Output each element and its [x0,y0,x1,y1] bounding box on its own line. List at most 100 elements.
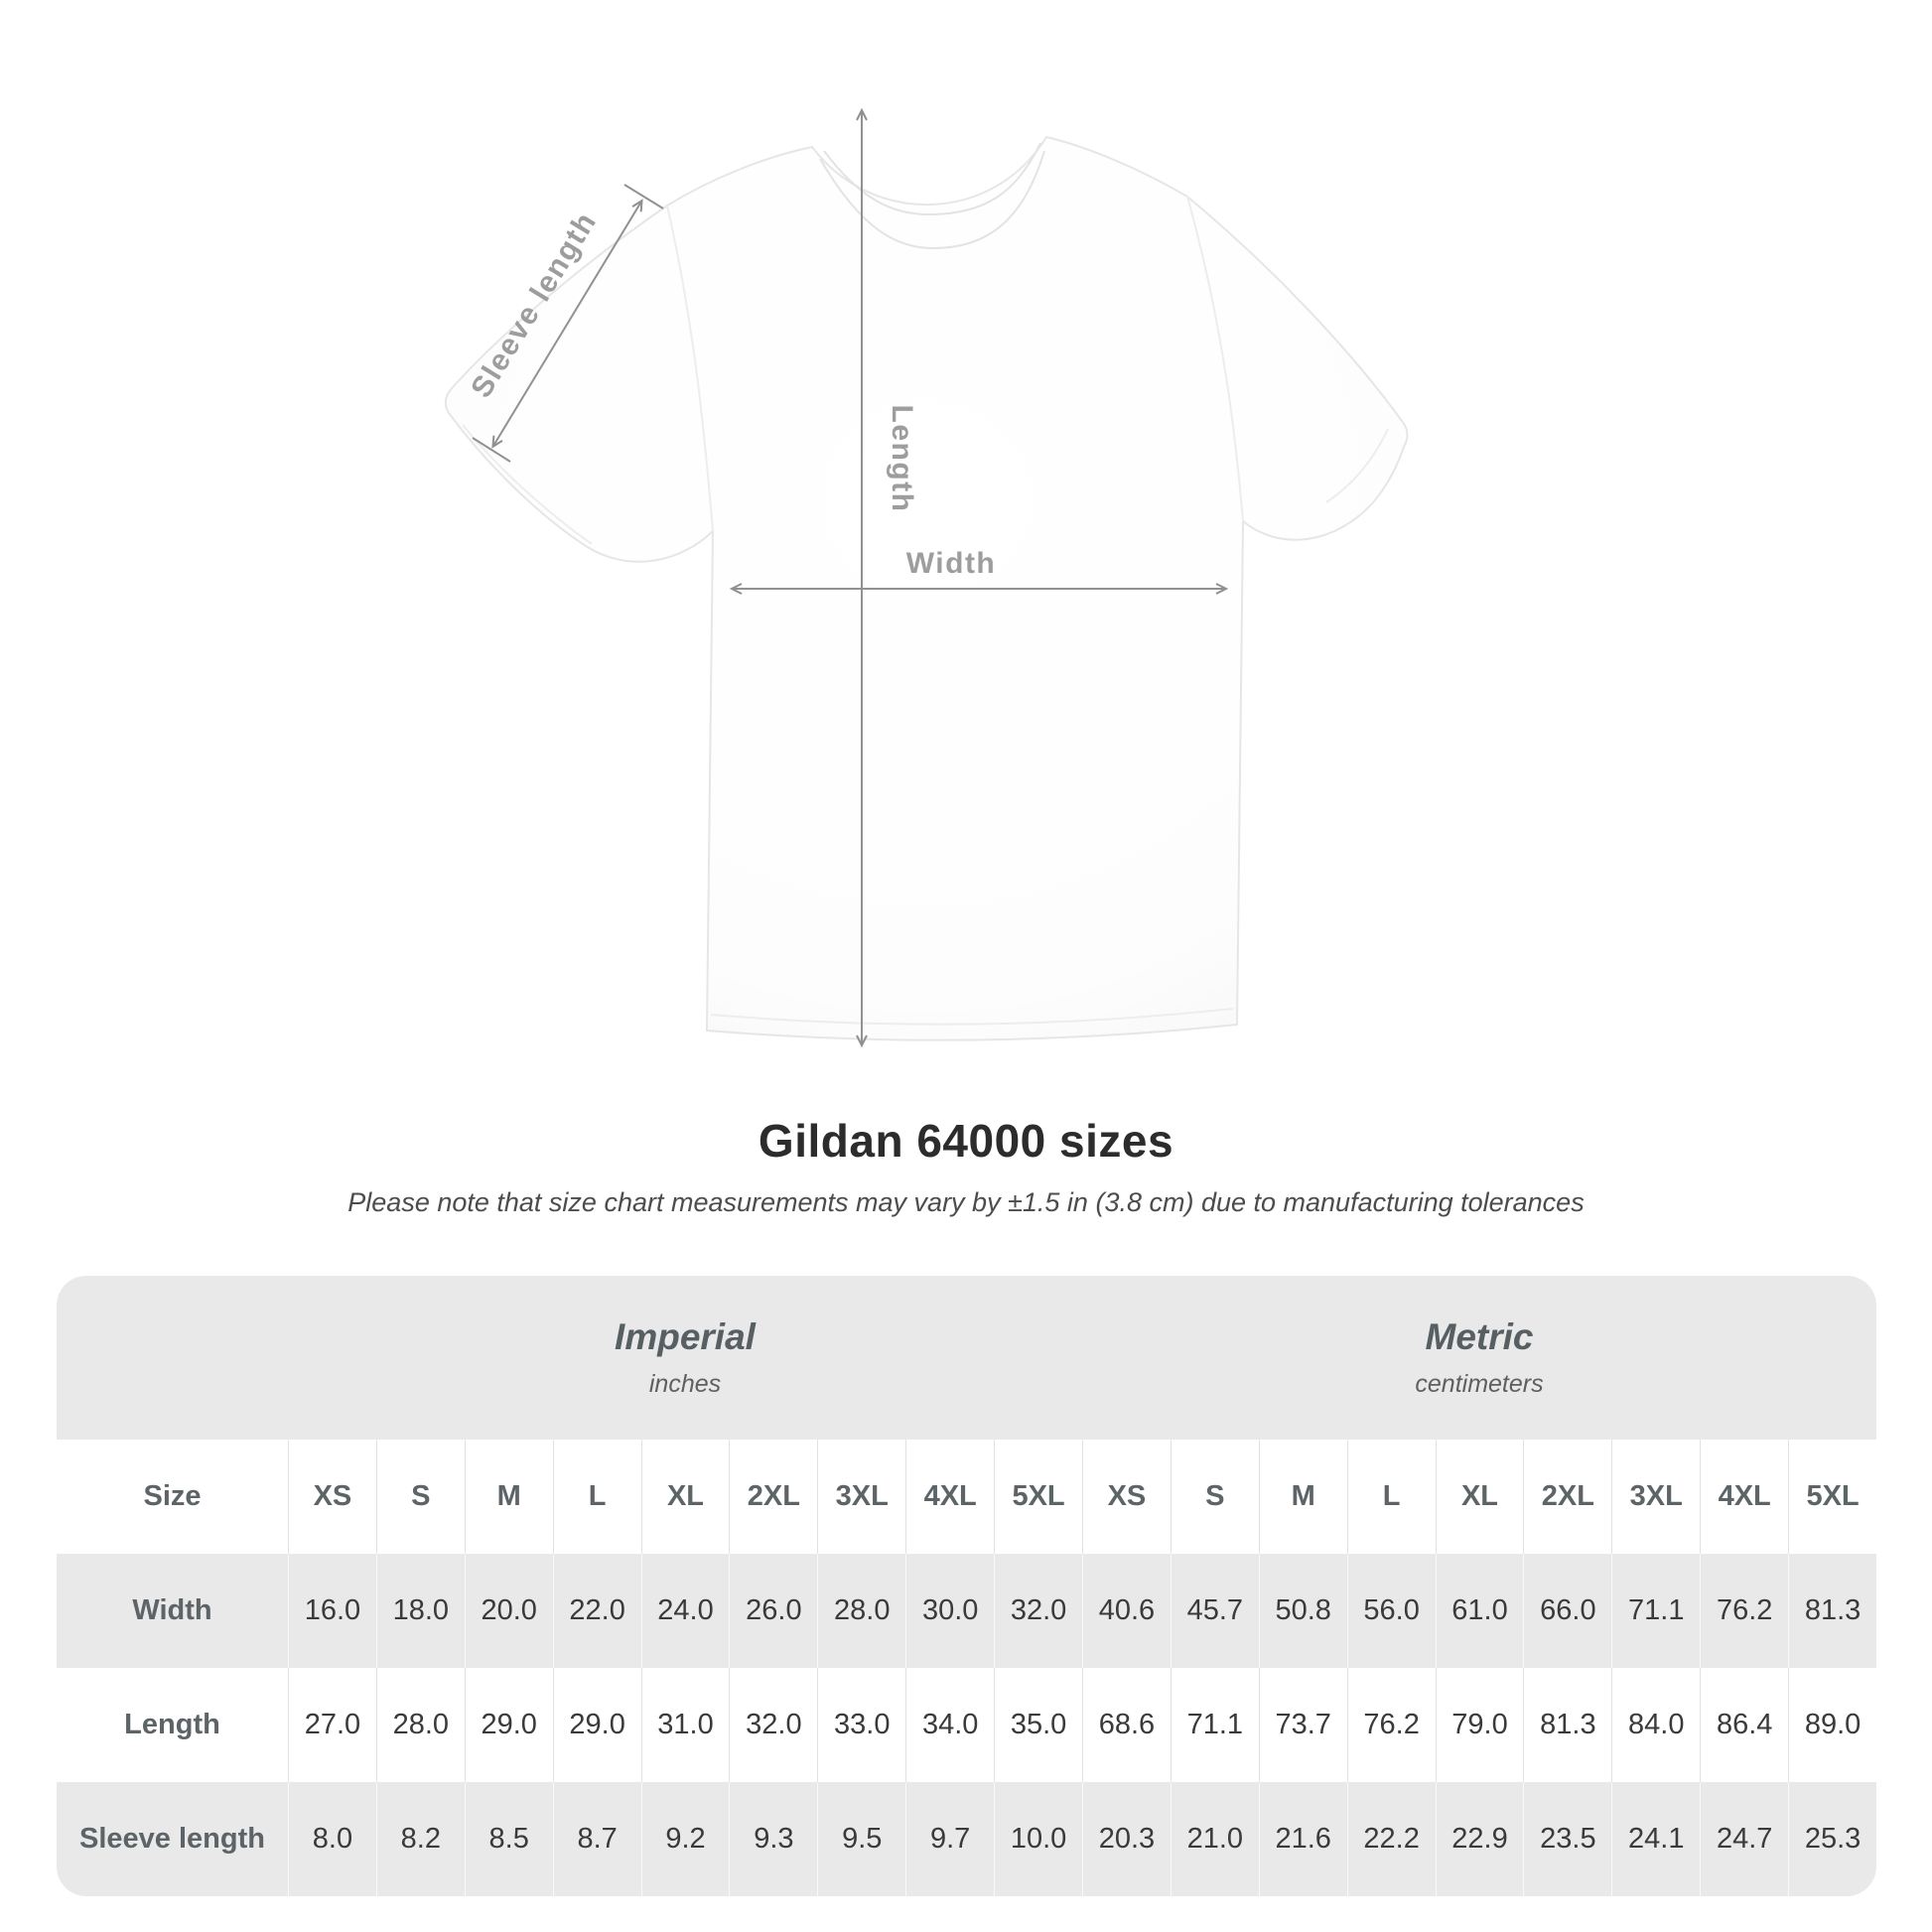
row-label: Width [132,1594,212,1626]
size-col-header: 5XL [994,1440,1082,1554]
table-cell: 24.1 [1611,1782,1700,1896]
table-cell: 8.5 [464,1782,553,1896]
table-cell: 21.0 [1170,1782,1259,1896]
table-cell: 21.6 [1258,1782,1347,1896]
size-col-header: XL [1435,1440,1524,1554]
size-col-header: 4XL [905,1440,994,1554]
table-cell: 71.1 [1170,1668,1259,1782]
size-col-header: 3XL [817,1440,905,1554]
table-cell: 9.3 [729,1782,817,1896]
table-cell: 50.8 [1258,1554,1347,1668]
heading-block: Gildan 64000 sizes Please note that size… [0,1114,1932,1218]
size-col-header: S [375,1440,465,1554]
table-cell: 45.7 [1170,1554,1259,1668]
table-cell: 32.0 [729,1668,817,1782]
tshirt-diagram: Sleeve length Length Width [444,107,1409,1048]
table-cell: 86.4 [1700,1668,1788,1782]
hem-stitch [710,1008,1234,1026]
table-cell: 20.3 [1081,1782,1171,1896]
table-cell: 27.0 [288,1668,376,1782]
table-cell: 28.0 [817,1554,905,1668]
table-cell: 30.0 [905,1554,994,1668]
metric-header: Metric centimeters [1082,1276,1876,1440]
table-cell: 61.0 [1435,1554,1524,1668]
table-cell: 89.0 [1788,1668,1876,1782]
table-cell: 22.0 [552,1554,641,1668]
table-cell: 76.2 [1346,1668,1436,1782]
metric-sub-label: centimeters [1415,1370,1544,1398]
table-cell: 71.1 [1611,1554,1700,1668]
table-cell: 66.0 [1523,1554,1611,1668]
table-cell: 8.0 [288,1782,376,1896]
table-row-length: Length 27.0 28.0 29.0 29.0 31.0 32.0 33.… [57,1668,1876,1782]
table-cell: 8.7 [552,1782,641,1896]
imperial-sub-label: inches [648,1370,722,1398]
sleeve-length-tick-bottom [472,437,511,463]
table-cell: 68.6 [1081,1668,1171,1782]
size-col-header: 2XL [729,1440,817,1554]
imperial-header: Imperial inches [288,1276,1082,1440]
sleeve-length-tick-top [623,184,664,209]
table-cell: 9.2 [640,1782,730,1896]
table-cell: 35.0 [994,1668,1082,1782]
table-cell: 20.0 [464,1554,553,1668]
table-cell: 33.0 [817,1668,905,1782]
table-cell: 73.7 [1258,1668,1347,1782]
size-col-header: S [1170,1440,1259,1554]
left-sleeve-seam [666,205,714,532]
page-title: Gildan 64000 sizes [758,1115,1174,1167]
table-cell: 16.0 [288,1554,376,1668]
table-cell: 24.0 [640,1554,730,1668]
unit-header-band: Imperial inches Metric centimeters [57,1276,1876,1440]
table-cell: 10.0 [994,1782,1082,1896]
table-cell: 56.0 [1346,1554,1436,1668]
table-cell: 25.3 [1788,1782,1876,1896]
table-cell: 9.7 [905,1782,994,1896]
table-cell: 34.0 [905,1668,994,1782]
size-header-row: Size XS S M L XL 2XL 3XL 4XL 5XL XS S M … [57,1440,1876,1554]
table-cell: 24.7 [1700,1782,1788,1896]
size-col-header: XS [288,1440,376,1554]
size-col-header: L [552,1440,641,1554]
row-label: Length [124,1709,220,1740]
table-cell: 32.0 [994,1554,1082,1668]
size-col-header: 4XL [1700,1440,1788,1554]
size-col-header: L [1346,1440,1436,1554]
table-cell: 26.0 [729,1554,817,1668]
row-label: Sleeve length [79,1823,265,1855]
tolerance-note: Please note that size chart measurements… [347,1187,1585,1217]
table-cell: 40.6 [1081,1554,1171,1668]
table-cell: 22.9 [1435,1782,1524,1896]
size-col-header: 3XL [1611,1440,1700,1554]
size-col-header: M [464,1440,553,1554]
right-sleeve-seam [1186,196,1244,522]
size-corner-label: Size [143,1480,202,1512]
table-row-sleeve-length: Sleeve length 8.0 8.2 8.5 8.7 9.2 9.3 9.… [57,1782,1876,1896]
table-cell: 81.3 [1788,1554,1876,1668]
table-cell: 76.2 [1700,1554,1788,1668]
table-cell: 79.0 [1435,1668,1524,1782]
size-col-header: 2XL [1523,1440,1611,1554]
table-cell: 28.0 [375,1668,465,1782]
length-label: Length [886,405,918,513]
metric-label: Metric [1425,1316,1534,1357]
table-cell: 23.5 [1523,1782,1611,1896]
sleeve-length-arrow [491,199,643,449]
size-col-header: XL [640,1440,730,1554]
table-cell: 84.0 [1611,1668,1700,1782]
size-col-header: 5XL [1788,1440,1876,1554]
imperial-label: Imperial [615,1316,756,1357]
table-cell: 29.0 [464,1668,553,1782]
table-cell: 22.2 [1346,1782,1436,1896]
size-col-header: XS [1081,1440,1171,1554]
width-label: Width [906,547,997,580]
table-row-width: Width 16.0 18.0 20.0 22.0 24.0 26.0 28.0… [57,1554,1876,1668]
table-cell: 18.0 [375,1554,465,1668]
table-cell: 29.0 [552,1668,641,1782]
table-cell: 8.2 [375,1782,465,1896]
size-col-header: M [1258,1440,1347,1554]
right-cuff-stitch [1325,428,1389,503]
table-cell: 31.0 [640,1668,730,1782]
size-table: Imperial inches Metric centimeters Size … [57,1276,1876,1896]
table-cell: 81.3 [1523,1668,1611,1782]
